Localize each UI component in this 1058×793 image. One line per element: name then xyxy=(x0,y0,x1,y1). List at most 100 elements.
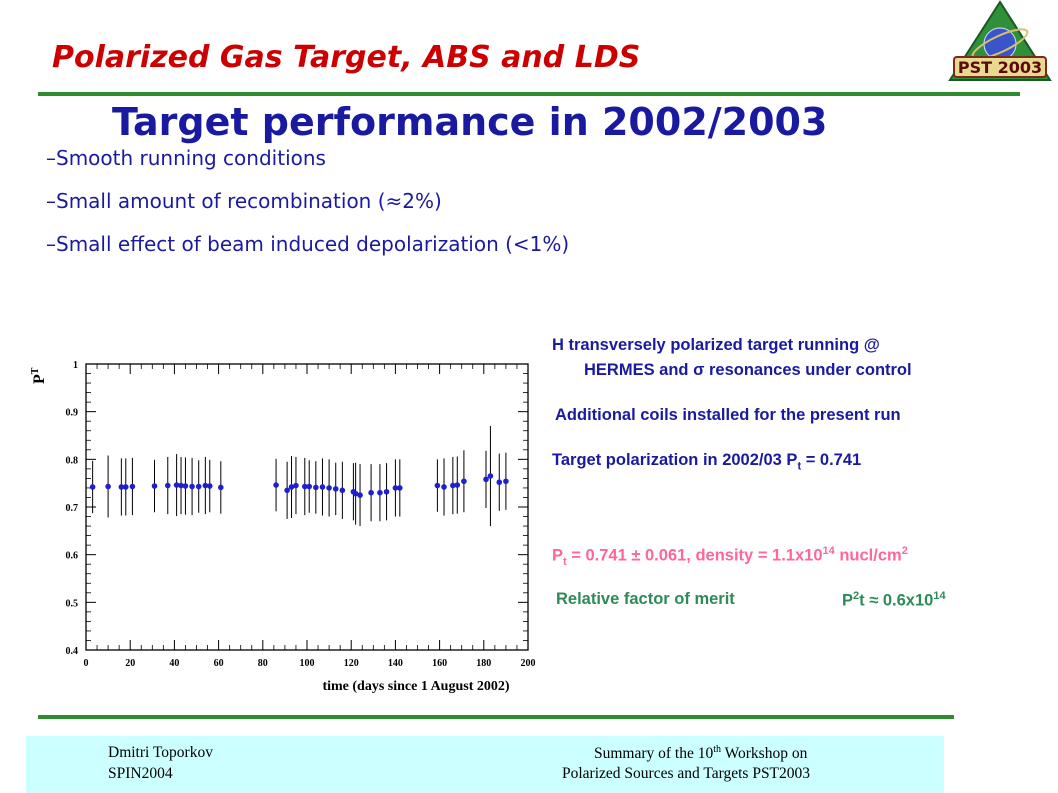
footer-summary-pre: Summary of the 10 xyxy=(594,745,714,763)
data-point xyxy=(173,482,180,488)
data-point xyxy=(368,489,374,496)
data-point xyxy=(313,484,319,491)
data-point xyxy=(377,489,383,496)
info-line-6-sup: 2 xyxy=(853,590,860,602)
data-point xyxy=(496,479,503,486)
x-tick-label: 180 xyxy=(476,658,491,669)
data-point xyxy=(332,486,339,492)
plot-frame xyxy=(85,363,529,651)
data-point xyxy=(89,484,96,490)
y-tick-label: 0.8 xyxy=(66,455,79,466)
data-point xyxy=(151,483,158,489)
data-point xyxy=(164,482,171,489)
data-point xyxy=(326,485,332,491)
data-point xyxy=(487,473,494,479)
logo-globe xyxy=(983,27,1017,61)
bullet-3: –Small effect of beam induced depolariza… xyxy=(46,232,570,256)
top-divider xyxy=(38,92,1020,96)
x-tick-label: 80 xyxy=(258,658,268,669)
pst2003-logo: PST 2003 xyxy=(948,0,1052,81)
data-point xyxy=(383,488,390,495)
info-line-5: Pt = 0.741 ± 0.061, density = 1.1x1014 n… xyxy=(552,545,908,568)
info-line-5-mid: = 0.741 ± 0.061, density = 1.1x10 xyxy=(566,546,823,565)
data-point xyxy=(273,482,279,488)
data-point xyxy=(306,483,313,490)
slide-title: Target performance in 2002/2003 xyxy=(112,100,828,144)
info-line-1: H transversely polarized target running … xyxy=(552,336,880,355)
info-line-6: Relative factor of merit xyxy=(556,590,735,609)
bottom-divider xyxy=(38,715,954,719)
x-tick-label: 60 xyxy=(214,658,224,669)
y-tick-label: 1 xyxy=(73,360,78,371)
info-line-1-text: H transversely polarized target running … xyxy=(552,336,880,354)
x-tick-label: 40 xyxy=(169,658,179,669)
info-line-6-p: P xyxy=(842,591,854,610)
data-point xyxy=(301,483,308,490)
info-line-4-pre: Target polarization in 2002/03 P xyxy=(552,451,798,469)
info-line-6-label: Relative factor of merit xyxy=(556,590,735,608)
x-tick-label: 0 xyxy=(84,658,89,669)
footer-conference: SPIN2004 xyxy=(108,765,173,782)
y-tick-label: 0.7 xyxy=(66,503,79,514)
info-line-4-sub: t xyxy=(797,460,802,473)
info-line-6-mid: t ≈ 0.6x10 xyxy=(859,591,934,610)
data-point xyxy=(206,483,213,489)
data-point xyxy=(293,482,299,489)
logo-star xyxy=(1020,18,1028,26)
x-tick-label: 160 xyxy=(432,658,447,669)
footer-summary: Summary of the 10th Workshop on xyxy=(594,744,807,763)
footer-summary-sup: th xyxy=(713,744,722,755)
data-point xyxy=(454,482,461,488)
data-point xyxy=(118,484,125,490)
y-tick-label: 0.4 xyxy=(66,646,79,657)
data-point xyxy=(182,483,189,489)
data-point xyxy=(483,476,489,483)
x-tick-label: 100 xyxy=(300,658,315,669)
info-line-4: Target polarization in 2002/03 Pt = 0.74… xyxy=(552,451,861,472)
logo-banner xyxy=(953,56,1047,78)
info-line-6-formula: P2t ≈ 0.6x1014 xyxy=(842,590,946,611)
x-tick-label: 20 xyxy=(125,658,135,669)
info-line-4-post: = 0.741 xyxy=(801,451,862,469)
data-point xyxy=(339,487,346,494)
data-point xyxy=(434,482,441,489)
logo-text: PST 2003 xyxy=(958,58,1042,77)
data-point xyxy=(450,482,456,489)
info-line-5-sup: 14 xyxy=(822,545,835,557)
data-point xyxy=(195,483,202,490)
data-point xyxy=(122,484,129,490)
info-line-5-sup2: 2 xyxy=(901,545,908,557)
footer-workshop: Polarized Sources and Targets PST2003 xyxy=(562,765,811,782)
data-point xyxy=(178,482,184,489)
data-point xyxy=(392,485,399,491)
x-tick-label: 200 xyxy=(521,658,536,669)
chart-ylabel: PT xyxy=(30,367,48,384)
chart-xlabel: time (days since 1 August 2002) xyxy=(322,679,509,694)
footer-author: Dmitri Toporkov xyxy=(108,744,213,761)
y-tick-label: 0.5 xyxy=(66,598,79,609)
info-line-3: Additional coils installed for the prese… xyxy=(555,406,901,425)
polarization-chart: 0 20 40 60 80 100 120 140 160 180 200 0.4 0.5 0.6 0.7 0… xyxy=(30,360,536,694)
y-tick-label: 0.9 xyxy=(66,408,79,419)
data-point xyxy=(503,478,509,485)
info-line-5-sub: t xyxy=(563,555,567,568)
info-line-5-p: P xyxy=(552,546,564,565)
info-line-3-text: Additional coils installed for the prese… xyxy=(555,406,901,424)
info-line-2-text: HERMES and σ resonances under control xyxy=(584,361,912,379)
bullet-1: –Smooth running conditions xyxy=(46,146,326,170)
data-point xyxy=(129,483,136,490)
info-line-5-post: nucl/cm xyxy=(834,546,902,565)
data-point xyxy=(319,484,326,490)
data-point xyxy=(105,483,111,490)
data-point xyxy=(357,492,363,498)
bullet-2: –Small amount of recombination (≈2%) xyxy=(46,189,442,213)
data-point xyxy=(288,484,295,490)
footer-summary-post: Workshop on xyxy=(721,745,808,763)
data-point xyxy=(284,487,290,494)
data-point xyxy=(397,485,403,491)
data-point xyxy=(461,478,467,485)
data-point xyxy=(202,482,209,489)
y-tick-label: 0.6 xyxy=(66,551,79,562)
x-tick-label: 140 xyxy=(388,658,403,669)
data-point xyxy=(441,484,447,490)
